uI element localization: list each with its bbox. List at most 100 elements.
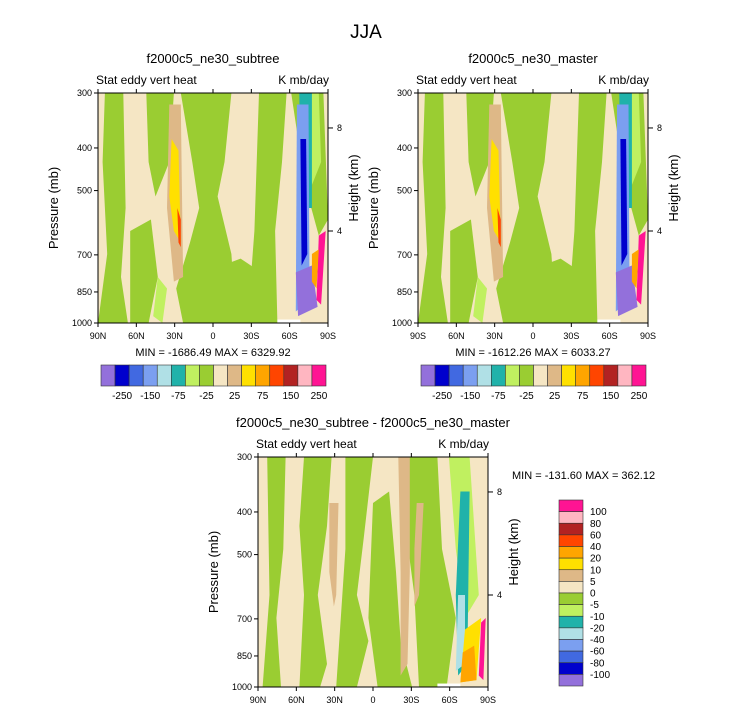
y-tick-label: 300 (77, 88, 92, 98)
y-axis-right-label: Height (km) (346, 154, 361, 221)
right-string: K mb/day (598, 73, 649, 87)
colorbar-label: 40 (590, 542, 602, 553)
colorbar-label: 80 (590, 519, 602, 530)
missing-data-region (277, 319, 301, 323)
colorbar-label: -150 (140, 391, 160, 402)
y-axis-label: Pressure (mb) (206, 531, 221, 613)
colorbar-box (558, 650, 584, 664)
colorbar-1: -250 -150 -75 -25 25 75 150 250 (100, 364, 328, 402)
y-tick-label: 400 (397, 143, 412, 153)
x-tick-label: 30S (243, 331, 259, 341)
plot-panel-3: f2000c5_ne30_subtree - f2000c5_ne30_mast… (206, 415, 521, 705)
contour-region (497, 208, 501, 248)
colorbar-label: -10 (590, 612, 605, 623)
height-tick-label: 4 (657, 226, 662, 236)
contour-region (496, 93, 556, 323)
x-tick-label: 0 (530, 331, 535, 341)
colorbar-box (491, 364, 506, 387)
x-tick-label: 30N (166, 331, 183, 341)
contour-region (414, 503, 424, 607)
y-tick-label: 500 (237, 550, 252, 560)
right-string: K mb/day (438, 437, 489, 451)
colorbar-box (575, 364, 591, 387)
contour-region (450, 219, 478, 323)
contour-region (478, 618, 486, 681)
height-tick-label: 4 (497, 590, 502, 600)
colorbar-label: 75 (257, 391, 269, 402)
colorbar-box (311, 364, 327, 387)
y-tick-label: 700 (237, 614, 252, 624)
colorbar-box (558, 522, 584, 536)
y-tick-label: 500 (397, 186, 412, 196)
x-tick-label: 90N (250, 695, 267, 705)
contour-region (455, 595, 465, 671)
y-axis-right-label: Height (km) (506, 518, 521, 585)
contour-region (521, 258, 591, 323)
colorbar-box (199, 364, 214, 387)
left-string: Stat eddy vert heat (96, 73, 197, 87)
colorbar-label: -75 (171, 391, 186, 402)
contour-region (398, 457, 410, 676)
colorbar-box (558, 557, 584, 571)
contour-region (631, 249, 639, 289)
colorbar-label: -40 (590, 635, 605, 646)
colorbar-box (558, 615, 584, 629)
colorbar-box (558, 499, 584, 512)
plot-panel-2: f2000c5_ne30_master Stat eddy vert heat K … (366, 51, 681, 341)
missing-data-region (437, 683, 461, 687)
colorbar-box (558, 581, 584, 594)
colorbar-box (519, 364, 534, 387)
colorbar-label: -250 (112, 391, 132, 402)
colorbar-label: 10 (590, 565, 602, 576)
y-tick-label: 700 (77, 250, 92, 260)
y-tick-label: 300 (397, 88, 412, 98)
colorbar-box (558, 639, 584, 652)
panel-title: f2000c5_ne30_subtree - f2000c5_ne30_mast… (236, 415, 511, 430)
contour-region (176, 93, 236, 323)
panel-title: f2000c5_ne30_master (468, 51, 598, 66)
contour-region (418, 93, 448, 323)
contour-region (368, 491, 413, 687)
colorbar-box (100, 364, 116, 387)
colorbar-box (128, 364, 144, 387)
colorbar-box (589, 364, 605, 387)
colorbar-label: 150 (283, 391, 300, 402)
colorbar-box (227, 364, 242, 387)
colorbar-box (114, 364, 130, 387)
x-tick-label: 90S (640, 331, 656, 341)
y-axis-label: Pressure (mb) (366, 167, 381, 249)
contour-region (177, 208, 181, 248)
x-tick-label: 90S (480, 695, 496, 705)
colorbar-box (283, 364, 299, 387)
colorbar-label: 250 (631, 391, 648, 402)
contour-region (329, 503, 339, 607)
colorbar-label: -25 (199, 391, 214, 402)
colorbar-box (462, 364, 478, 387)
colorbar-box (505, 364, 520, 387)
colorbar-box (185, 364, 200, 387)
x-tick-label: 90S (410, 331, 426, 341)
y-tick-label: 400 (77, 143, 92, 153)
x-tick-label: 90S (320, 331, 336, 341)
x-tick-label: 90N (90, 331, 107, 341)
colorbar-box (533, 364, 548, 387)
colorbar-label: 0 (590, 589, 596, 600)
colorbar-box (603, 364, 619, 387)
contour-region (201, 258, 271, 323)
plot-panel-1: f2000c5_ne30_subtree Stat eddy vert heat K… (46, 51, 361, 341)
contour-region (473, 277, 487, 323)
contour-region (620, 139, 628, 266)
colorbar-label: -60 (590, 647, 605, 658)
x-tick-label: 60S (282, 331, 298, 341)
x-tick-label: 0 (210, 331, 215, 341)
colorbar-box (241, 364, 256, 387)
colorbar-box (558, 604, 584, 617)
colorbar-label: 150 (603, 391, 620, 402)
colorbar-label: 20 (590, 554, 602, 565)
colorbar-box (297, 364, 313, 387)
colorbar-2: -250 -150 -75 -25 25 75 150 250 (420, 364, 648, 402)
contour-region (402, 457, 456, 687)
minmax-label: MIN = -1612.26 MAX = 6033.27 (455, 347, 610, 359)
colorbar-label: -80 (590, 658, 605, 669)
